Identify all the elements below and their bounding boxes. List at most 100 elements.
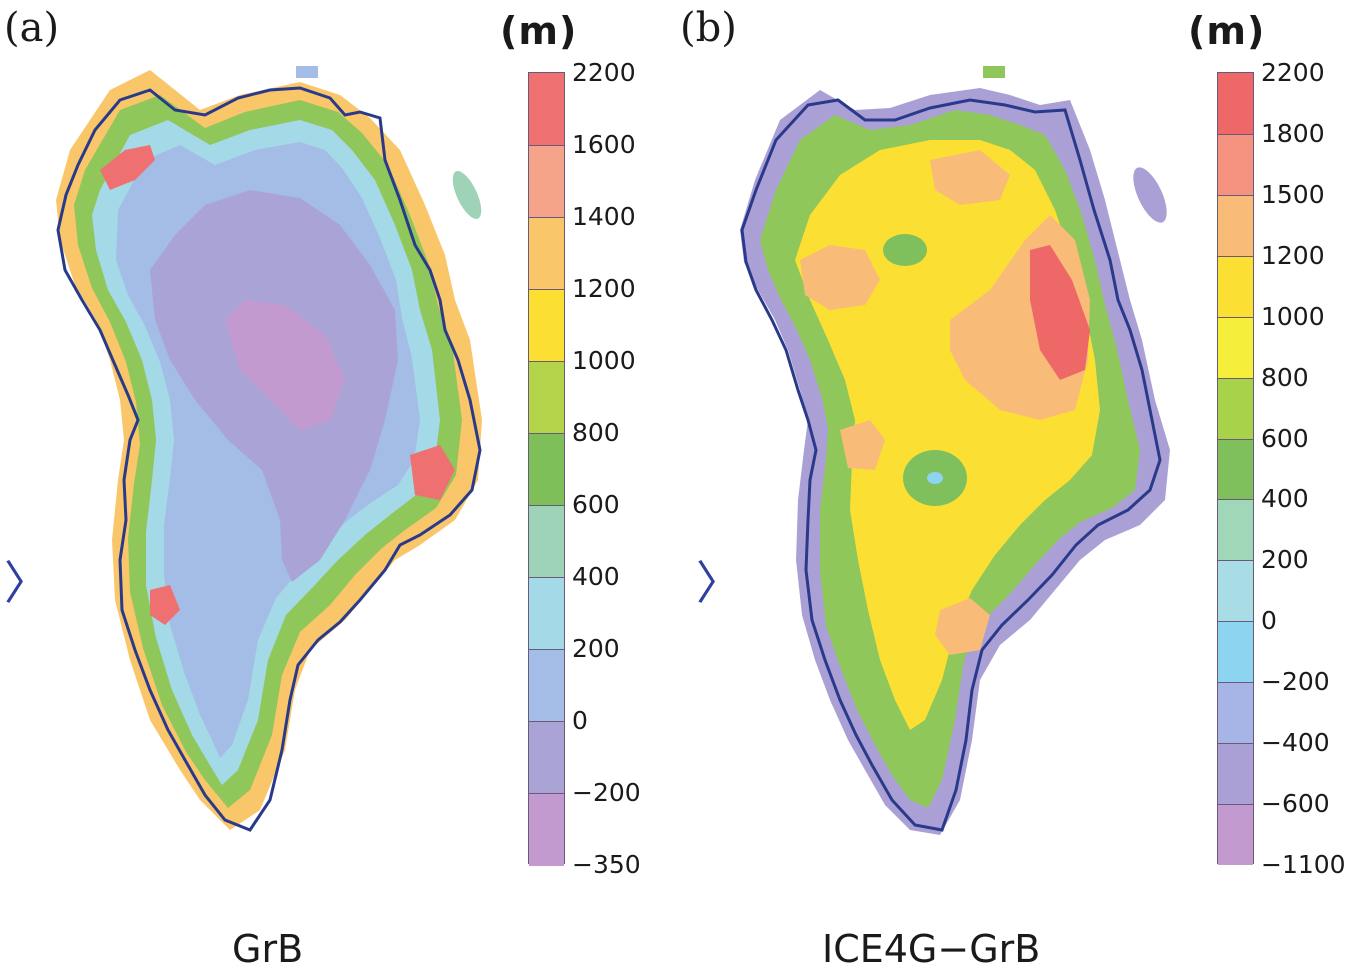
colorbar-tick-label: 1400: [572, 202, 636, 231]
colorbar-tick: [528, 433, 565, 434]
colorbar-tick: [1217, 316, 1254, 318]
colorbar-a: [528, 72, 565, 866]
colorbar-tick-label: 2200: [572, 58, 636, 87]
colorbar-segment: [1218, 682, 1253, 744]
colorbar-segment: [1218, 499, 1253, 561]
colorbar-tick: [528, 289, 565, 290]
colorbar-tick: [1217, 438, 1254, 440]
colorbar-tick: [1217, 499, 1254, 501]
colorbar-tick-label: 400: [572, 562, 620, 591]
colorbar-tick-label: −200: [1261, 667, 1330, 697]
panel-caption: ICE4G−GrB: [822, 927, 1041, 971]
unit-label: (m): [1188, 9, 1266, 53]
colorbar-segment: [1218, 743, 1253, 805]
coastline-outline: [740, 98, 1162, 832]
high-spot-sw: [150, 585, 180, 625]
colorbar-tick: [528, 577, 565, 578]
colorbar-tick-label: 800: [1261, 362, 1309, 392]
panel-label: (a): [4, 5, 60, 51]
colorbar-tick-label: 800: [572, 418, 620, 447]
colorbar-segment: [529, 721, 564, 794]
colorbar-tick-label: 400: [1261, 484, 1309, 514]
colorbar-tick: [1217, 682, 1254, 684]
colorbar-segment: [529, 73, 564, 146]
colorbar-tick: [1217, 133, 1254, 135]
colorbar-tick-label: −400: [1261, 728, 1330, 758]
colorbar-tick: [528, 793, 565, 794]
panel-a: (a) (m) 〉 2200 1600 1400 1200 1000 800 600 400 2…: [4, 5, 641, 971]
colorbar-tick-label: 600: [1261, 423, 1309, 453]
colorbar-segment: [1218, 377, 1253, 440]
colorbar-tick: [1217, 621, 1254, 623]
colorbar-segment: [529, 145, 564, 218]
colorbar-segment: [1218, 560, 1253, 622]
colorbar-segment: [1218, 255, 1253, 318]
colorbar-segment: [1218, 194, 1253, 257]
coastline-outline: [56, 86, 482, 832]
colorbar-tick: [528, 217, 565, 218]
colorbar-tick-label: 600: [572, 490, 620, 519]
high-spot-nw: [100, 145, 155, 190]
colorbar-tick-label: 1800: [1261, 118, 1325, 148]
colorbar-segment: [529, 649, 564, 722]
colorbar-tick-label: 1200: [1261, 240, 1325, 270]
greenland-map-b: [740, 66, 1170, 835]
colorbar-tick: [528, 505, 565, 506]
colorbar-tick: [1217, 255, 1254, 257]
colorbar-segment: [1218, 73, 1253, 135]
colorbar-tick: [1217, 377, 1254, 379]
interior-minimum: [225, 300, 345, 430]
colorbar-tick-label: 0: [572, 706, 588, 735]
high-zone-nw: [800, 245, 880, 310]
colorbar-segment: [529, 433, 564, 506]
high-zone-w: [840, 420, 885, 470]
unit-label: (m): [500, 9, 578, 53]
colorbar-segment: [1218, 133, 1253, 196]
colorbar-tick-label: 1000: [572, 346, 636, 375]
colorbar-tick: [1217, 743, 1254, 745]
colorbar-tick-label: −600: [1261, 789, 1330, 819]
colorbar-tick: [1217, 560, 1254, 562]
low-zone-north: [883, 234, 927, 266]
colorbar-tick: [528, 721, 565, 722]
high-spot-e: [410, 445, 455, 500]
island-n: [296, 66, 318, 78]
colorbar-tick-label: −200: [572, 778, 641, 807]
colorbar-tick-label: 1600: [572, 130, 636, 159]
high-zone-s: [935, 598, 990, 655]
chevron-right-icon: 〉: [696, 556, 742, 610]
colorbar-segment: [529, 577, 564, 650]
panel-b: (b) (m) 〉 2200 1800 1500 1200 1000 800 600 400 2…: [680, 0, 1359, 972]
colorbar-tick-label: 200: [1261, 545, 1309, 575]
colorbar-tick-label: 2200: [1261, 58, 1325, 87]
chevron-right-icon: 〉: [4, 556, 50, 610]
colorbar-segment: [1218, 438, 1253, 500]
colorbar-segment: [1218, 316, 1253, 379]
island-n: [983, 66, 1005, 78]
island-ne: [1133, 167, 1167, 223]
colorbar-tick-label: −1100: [1261, 850, 1346, 879]
colorbar-tick: [528, 361, 565, 362]
colorbar-segment: [1218, 621, 1253, 683]
colorbar-tick: [528, 649, 565, 650]
colorbar-segment: [529, 289, 564, 362]
colorbar-tick-label: 1000: [1261, 301, 1325, 331]
colorbar-tick: [1217, 194, 1254, 196]
colorbar-tick-label: 1500: [1261, 179, 1325, 209]
panel-caption: GrB: [232, 927, 304, 971]
colorbar-tick-label: 0: [1261, 606, 1277, 636]
colorbar-segment: [529, 793, 564, 866]
peak-red: [1030, 245, 1090, 380]
island-ne: [452, 171, 482, 219]
panel-label: (b): [680, 5, 737, 51]
colorbar-segment: [529, 505, 564, 578]
colorbar-b: [1217, 72, 1254, 866]
high-zone-ne: [930, 150, 1010, 205]
colorbar-tick-label: 1200: [572, 274, 636, 303]
colorbar-tick-label: 200: [572, 634, 620, 663]
greenland-map-a: [56, 66, 482, 832]
colorbar-segment: [529, 361, 564, 434]
colorbar-segment: [1218, 804, 1253, 866]
colorbar-segment: [529, 217, 564, 290]
colorbar-tick-label: −350: [572, 850, 641, 879]
